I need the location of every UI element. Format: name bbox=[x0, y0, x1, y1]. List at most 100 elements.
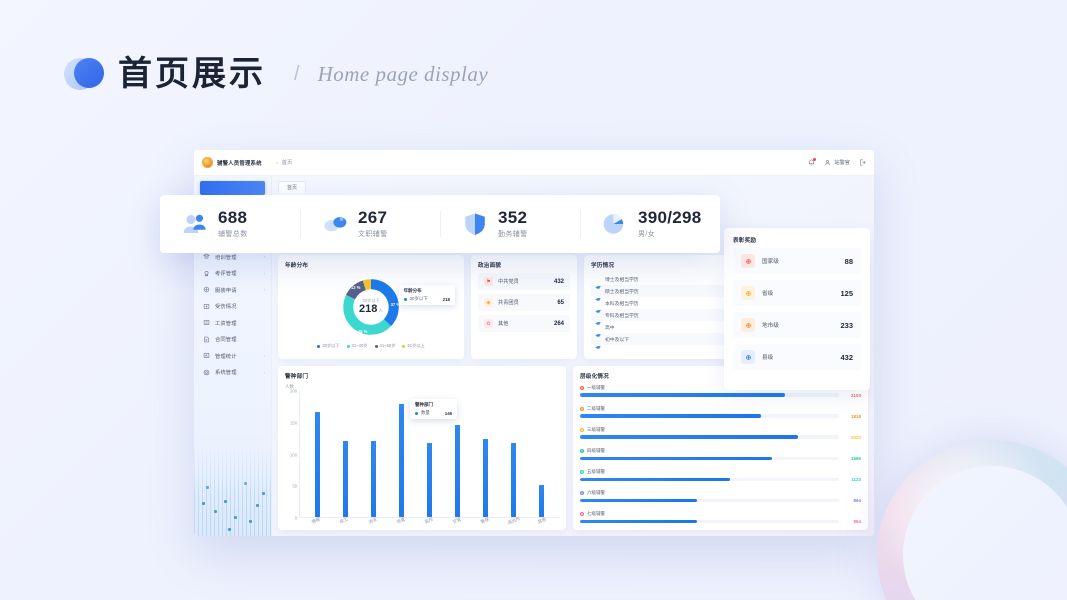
bottom-cards-row: 警种部门 人数 200 150 100 50 0 bbox=[278, 366, 868, 530]
level-item-6[interactable]: 七级辅警 864 bbox=[580, 511, 861, 524]
y-tick-100: 100 bbox=[290, 452, 297, 457]
bar-column-4[interactable] bbox=[426, 391, 432, 517]
star-icon bbox=[203, 270, 210, 277]
politics-name-1: 共青团员 bbox=[498, 300, 519, 306]
bar-column-6[interactable] bbox=[483, 391, 489, 517]
level-item-2[interactable]: 三级辅警 2020 bbox=[580, 427, 861, 440]
bar-column-5[interactable] bbox=[455, 391, 461, 517]
politics-name-0: 中共党员 bbox=[498, 279, 519, 285]
politics-row-2[interactable]: ✿ 其他 264 bbox=[478, 315, 570, 332]
tooltip-dot-icon bbox=[403, 297, 407, 301]
sidebar-item-10[interactable]: 系统管理 › bbox=[194, 364, 271, 381]
level-dot-icon-0 bbox=[580, 386, 584, 390]
user-menu-button[interactable]: 站警官 bbox=[824, 159, 850, 166]
level-value-6: 864 bbox=[853, 518, 861, 524]
awards-row-1[interactable]: 省级 125 bbox=[733, 280, 861, 306]
bar-column-2[interactable] bbox=[370, 391, 376, 517]
chevron-right-icon-9: › bbox=[263, 353, 265, 359]
tab-home[interactable]: 首页 bbox=[278, 181, 307, 193]
bar-column-8[interactable] bbox=[539, 391, 545, 517]
sidebar-item-5[interactable]: 服装申请 › bbox=[194, 282, 271, 299]
kpi-value-1: 267 bbox=[358, 207, 388, 227]
legend-item-2[interactable]: 41~50岁 bbox=[374, 343, 395, 349]
y-tick-200: 200 bbox=[290, 388, 297, 394]
level-value-1: 1818 bbox=[850, 413, 861, 419]
bar-column-7[interactable] bbox=[511, 391, 517, 517]
level-item-3[interactable]: 四级辅警 1566 bbox=[580, 448, 861, 461]
shirt-icon bbox=[203, 286, 210, 293]
salary-icon bbox=[203, 319, 210, 326]
page-title: 首页展示 bbox=[118, 55, 266, 93]
legend-item-1[interactable]: 31~40岁 bbox=[346, 343, 368, 349]
bar-tooltip-series: 数量 bbox=[421, 410, 430, 415]
education-bird-icon bbox=[595, 277, 601, 289]
app-topbar: 辅警人员管理系统 ⌂ 首页 站警官 bbox=[194, 150, 874, 176]
dashboard-content: 首页 年龄分布 bbox=[272, 176, 874, 536]
donut-center: 30岁以下 218人 bbox=[341, 277, 401, 337]
kpi-card-0[interactable]: 688 辅警总数 bbox=[160, 195, 300, 253]
logout-button[interactable] bbox=[859, 159, 866, 166]
kpi-card-3[interactable]: 390/298 男/女 bbox=[580, 195, 720, 253]
age-card-title: 年龄分布 bbox=[285, 263, 309, 269]
shield-icon bbox=[462, 212, 488, 236]
sidebar-item-3[interactable]: 培训管理 › bbox=[194, 249, 271, 266]
awards-row-3[interactable]: 县级 432 bbox=[733, 344, 861, 370]
level-item-0[interactable]: 一级辅警 2103 bbox=[580, 385, 861, 398]
kpi-card-2[interactable]: 352 勤务辅警 bbox=[440, 195, 580, 253]
tab-strip: 首页 bbox=[278, 180, 868, 193]
politics-card-title: 政治面貌 bbox=[478, 263, 502, 269]
user-name-label: 站警官 bbox=[834, 160, 850, 166]
awards-row-0[interactable]: 国家级 88 bbox=[733, 248, 861, 274]
education-bird-icon bbox=[595, 313, 601, 325]
heading-separator: / bbox=[294, 62, 300, 85]
age-donut-chart[interactable]: 37 % 45 % 13 % 30岁以下 218人 bbox=[341, 277, 401, 337]
bar-tooltip: 警种部门 数量 146 bbox=[410, 399, 458, 419]
sidebar-item-4[interactable]: 考评管理 › bbox=[194, 265, 271, 282]
politics-row-0[interactable]: ⚑ 中共党员 432 bbox=[478, 273, 570, 290]
sidebar-header-bar bbox=[200, 181, 265, 195]
bar-plot[interactable]: 警种部门 数量 146 bbox=[299, 391, 559, 518]
kpi-label-3: 男/女 bbox=[638, 231, 656, 239]
level-dot-icon-6 bbox=[580, 512, 584, 517]
awards-value-1: 125 bbox=[840, 288, 853, 298]
bar-plot-area: 200 150 100 50 0 bbox=[285, 388, 559, 521]
politics-row-1[interactable]: ◉ 共青团员 65 bbox=[478, 294, 570, 311]
education-name-5: 初中及以下 bbox=[605, 337, 629, 343]
bar-column-1[interactable] bbox=[342, 391, 348, 517]
level-track-6 bbox=[580, 519, 839, 524]
bar-column-3[interactable] bbox=[398, 391, 404, 517]
awards-row-2[interactable]: 地市级 233 bbox=[733, 312, 861, 338]
education-bird-icon bbox=[595, 325, 601, 337]
heading-dot-icon bbox=[64, 54, 104, 94]
level-name-6: 七级辅警 bbox=[587, 511, 605, 517]
sidebar-item-8[interactable]: 合同管理 bbox=[194, 331, 271, 348]
level-item-1[interactable]: 二级辅警 1818 bbox=[580, 406, 861, 419]
level-name-2: 三级辅警 bbox=[587, 427, 605, 433]
legend-item-0[interactable]: 30岁以下 bbox=[317, 343, 340, 349]
contract-icon bbox=[203, 336, 210, 343]
legend-item-3[interactable]: 51岁以上 bbox=[402, 343, 425, 349]
gear-icon bbox=[203, 369, 210, 376]
donut-center-value: 218人 bbox=[359, 303, 383, 316]
medal-icon-city bbox=[741, 318, 755, 332]
sidebar-label-8: 合同管理 bbox=[215, 337, 237, 344]
sidebar-item-7[interactable]: 工资管理 bbox=[194, 315, 271, 332]
train-icon bbox=[203, 253, 210, 260]
youth-icon: ◉ bbox=[484, 298, 493, 307]
bar-column-0[interactable] bbox=[314, 391, 320, 517]
sidebar-item-6[interactable]: 受伤情况 bbox=[194, 298, 271, 315]
level-card: 层级化情况 一级辅警 2103 二级辅警 1818 三级辅警 2020 bbox=[573, 366, 868, 530]
sidebar-item-9[interactable]: 管理统计 › bbox=[194, 348, 271, 365]
awards-name-3: 县级 bbox=[762, 355, 774, 361]
clerk-icon bbox=[322, 212, 348, 236]
kpi-card-1[interactable]: 267 文职辅警 bbox=[300, 195, 440, 253]
level-item-4[interactable]: 五级辅警 1123 bbox=[580, 469, 861, 482]
notification-bell-button[interactable] bbox=[808, 158, 817, 166]
sidebar-label-5: 服装申请 bbox=[215, 287, 237, 294]
breadcrumb-label: 首页 bbox=[281, 160, 293, 166]
kpi-value-2: 352 bbox=[498, 207, 528, 227]
home-icon: ⌂ bbox=[275, 159, 279, 166]
level-item-5[interactable]: 六级辅警 864 bbox=[580, 490, 861, 503]
awards-name-0: 国家级 bbox=[762, 259, 779, 265]
slice-pct-2: 13 % bbox=[351, 285, 361, 290]
